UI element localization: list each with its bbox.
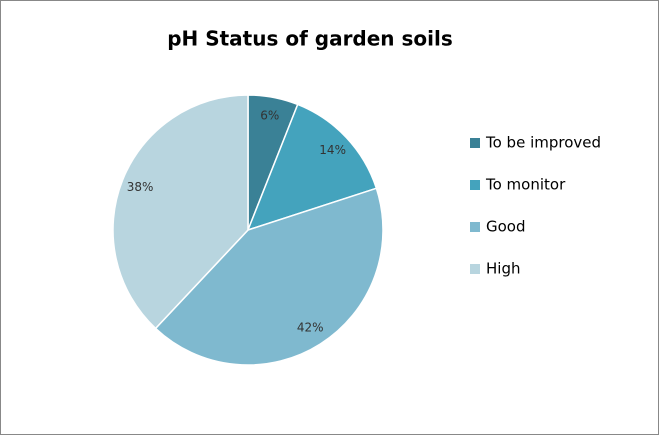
legend-label: To monitor	[485, 176, 566, 194]
value-label: 14%	[319, 143, 346, 157]
value-label: 6%	[260, 108, 279, 122]
legend-swatch	[470, 222, 480, 232]
legend-swatch	[470, 264, 480, 274]
pie-slice	[112, 94, 249, 330]
value-label: 42%	[297, 321, 324, 335]
chart-title: pH Status of garden soils	[167, 27, 453, 51]
value-label: 38%	[127, 180, 154, 194]
legend-label: Good	[486, 218, 526, 236]
legend-label: High	[486, 260, 520, 278]
pie-slice	[154, 187, 384, 366]
legend-swatch	[470, 138, 480, 148]
legend-label: To be improved	[485, 134, 601, 152]
legend-swatch	[470, 180, 480, 190]
